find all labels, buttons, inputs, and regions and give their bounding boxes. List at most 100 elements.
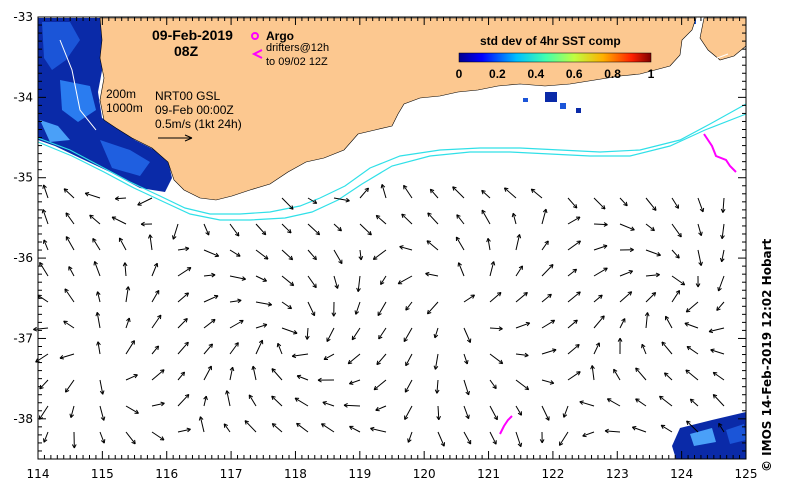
current-arrow	[541, 379, 554, 384]
current-arrowhead	[496, 291, 502, 297]
current-arrow	[541, 240, 549, 251]
current-arrowhead	[595, 342, 601, 347]
current-arrowhead	[241, 276, 246, 281]
y-tick-label: -35	[13, 171, 33, 185]
drifters-label-1: drifters@12h	[266, 42, 329, 54]
current-arrow	[99, 431, 105, 444]
current-arrow	[151, 345, 159, 355]
current-arrowhead	[656, 252, 661, 257]
current-arrowhead	[579, 400, 584, 405]
current-arrow	[70, 405, 75, 418]
current-arrowhead	[427, 212, 432, 217]
current-arrow	[271, 423, 283, 433]
current-arrow	[115, 197, 127, 200]
current-arrow	[151, 263, 158, 277]
isobath-lines	[37, 39, 747, 221]
current-arrow	[515, 379, 529, 391]
current-arrowhead	[184, 292, 190, 297]
current-arrowhead	[603, 267, 608, 272]
current-arrowhead	[271, 423, 277, 428]
current-arrow	[373, 249, 387, 260]
current-arrow	[582, 431, 595, 437]
current-arrowhead	[337, 226, 342, 232]
current-arrowhead	[130, 340, 135, 345]
current-arrow	[567, 344, 580, 355]
current-arrowhead	[434, 389, 440, 394]
current-arrowhead	[349, 425, 354, 431]
current-arrowhead	[518, 265, 524, 270]
current-arrow	[661, 341, 673, 355]
current-arrowhead	[305, 335, 310, 340]
current-arrow	[619, 197, 628, 207]
current-arrow	[347, 353, 361, 365]
current-arrowhead	[603, 222, 608, 227]
credit-text: © IMOS 14-Feb-2019 12:02 Hobart	[760, 238, 774, 472]
current-arrowhead	[712, 394, 718, 399]
current-arrow	[281, 223, 292, 234]
current-arrow	[722, 197, 725, 213]
current-arrow	[59, 353, 75, 359]
current-arrow	[307, 223, 320, 236]
current-arrow	[635, 367, 647, 381]
current-arrowhead	[660, 424, 666, 430]
current-arrowhead	[372, 255, 378, 260]
current-arrowhead	[498, 359, 504, 365]
current-arrowhead	[251, 365, 257, 371]
current-arrow	[151, 431, 165, 441]
current-arrow	[567, 371, 581, 381]
current-arrow	[645, 274, 660, 277]
current-arrow	[593, 223, 608, 226]
current-arrow	[481, 189, 491, 199]
current-arrowhead	[661, 341, 666, 347]
x-tick-label: 116	[155, 467, 178, 481]
current-arrowhead	[65, 212, 70, 217]
current-arrowhead	[498, 326, 503, 331]
current-arrow	[375, 215, 387, 225]
current-arrow	[244, 420, 257, 433]
current-arrow	[281, 249, 293, 261]
current-arrowhead	[315, 230, 321, 236]
current-arrow	[721, 223, 725, 239]
current-arrowhead	[331, 312, 337, 317]
currents-time-label: 09-Feb 00:00Z	[155, 103, 234, 117]
current-arrowhead	[674, 204, 680, 209]
current-arrow	[296, 422, 309, 433]
current-arrow	[125, 431, 136, 445]
current-arrow	[296, 375, 309, 381]
current-arrowhead	[503, 187, 509, 192]
current-arrow	[370, 427, 387, 433]
current-arrow	[281, 275, 295, 286]
current-arrowhead	[84, 191, 90, 197]
current-arrowhead	[42, 184, 47, 189]
current-arrowhead	[590, 365, 595, 370]
current-arrow	[97, 291, 101, 303]
current-arrowhead	[481, 209, 486, 215]
current-arrow	[333, 223, 342, 232]
current-arrow	[401, 213, 413, 225]
drifter-marker-icon	[251, 49, 263, 59]
current-arrowhead	[376, 360, 381, 366]
current-arrow	[359, 223, 372, 236]
colorbar-tick-label: 0.8	[604, 67, 621, 81]
current-arrow	[697, 197, 704, 213]
current-arrow	[125, 340, 135, 355]
current-arrowhead	[698, 261, 703, 266]
current-arrow	[463, 353, 468, 365]
current-arrow	[177, 341, 189, 355]
current-arrow	[333, 275, 339, 289]
current-arrowhead	[716, 306, 721, 311]
current-arrowhead	[455, 236, 461, 242]
current-arrowhead	[467, 440, 472, 445]
colorbar-tick-label: 0.2	[489, 67, 506, 81]
current-arrowhead	[440, 442, 446, 447]
current-arrowhead	[310, 311, 316, 317]
current-arrowhead	[69, 413, 75, 418]
current-arrow	[125, 286, 129, 303]
current-arrowhead	[338, 259, 343, 265]
current-arrow	[718, 423, 725, 433]
current-arrow	[321, 423, 335, 433]
current-arrow	[85, 192, 101, 199]
drifters-label-2: to 09/02 12Z	[266, 56, 328, 68]
current-arrow	[307, 301, 315, 316]
